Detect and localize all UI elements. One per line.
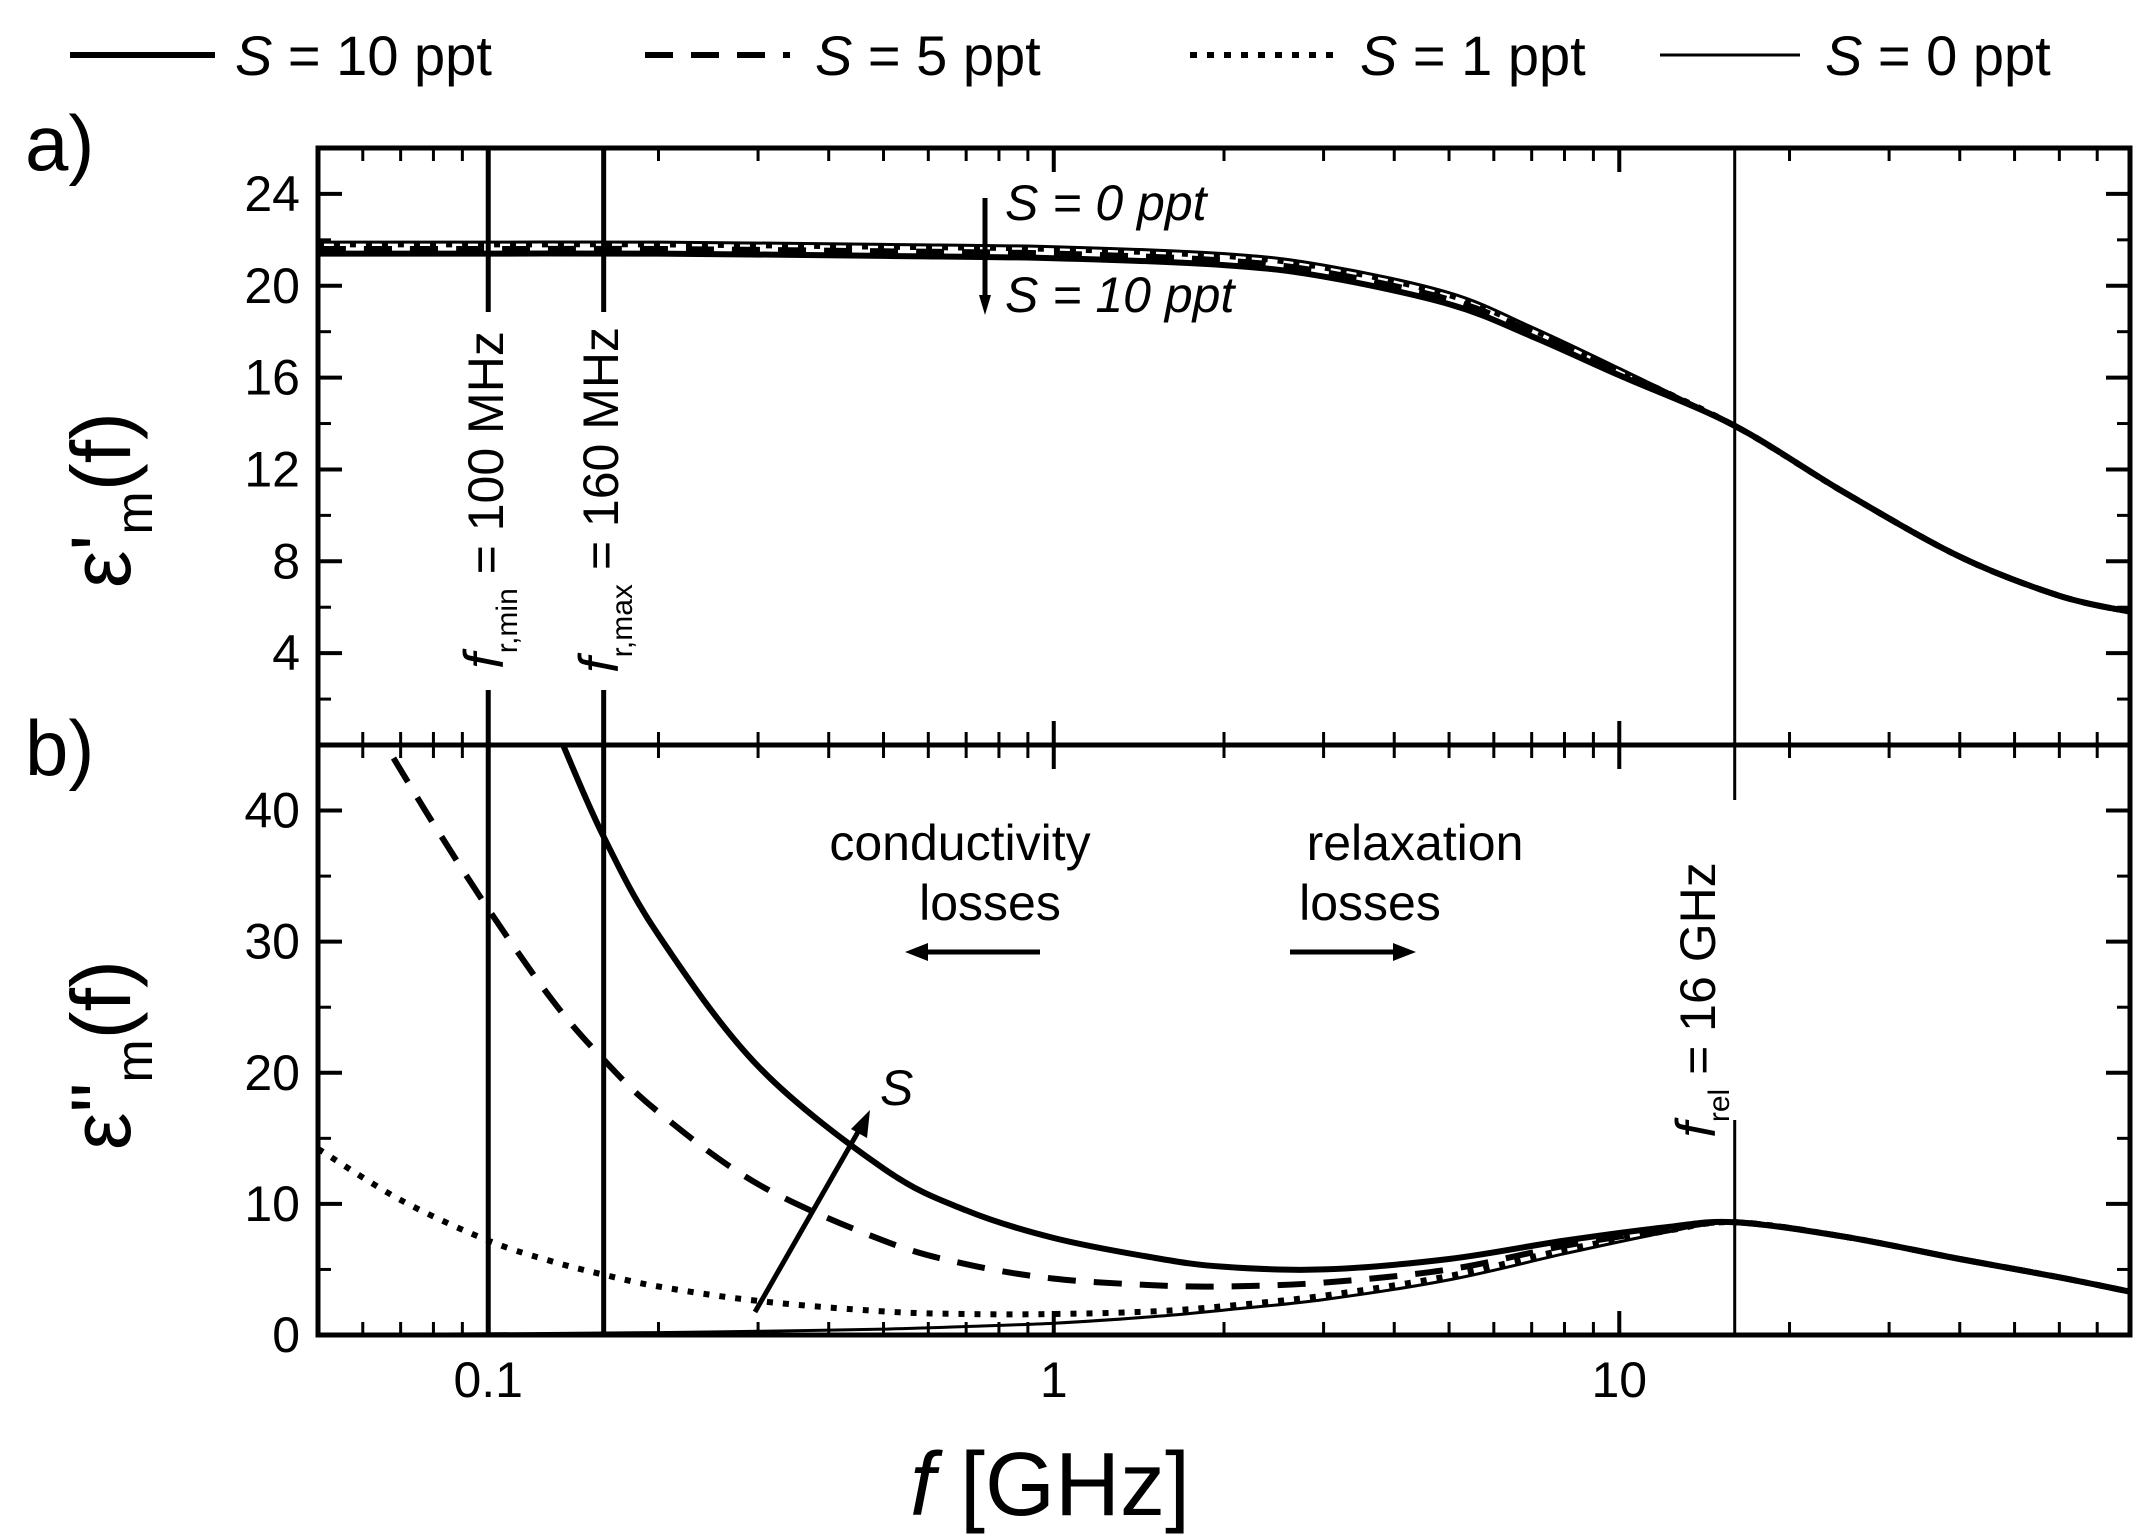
legend-item-s10: S = 10 ppt <box>70 24 492 87</box>
axes-frame <box>315 742 2133 1338</box>
legend-label: S = 0 ppt <box>1825 24 2051 87</box>
svg-text:frel = 16 GHz: frel = 16 GHz <box>1664 862 1736 1137</box>
y-tick-label: 8 <box>272 533 300 589</box>
svg-text:fr,min = 100 MHz: fr,min = 100 MHz <box>452 331 524 669</box>
series-line-dotted <box>318 1146 2130 1318</box>
y-tick-label: 4 <box>272 625 300 681</box>
series-line-thin <box>318 1220 2130 1335</box>
panel-a-label: a) <box>25 99 94 187</box>
panel-b-label: b) <box>25 704 94 792</box>
y-tick-label: 16 <box>244 350 300 406</box>
legend-label: S = 1 ppt <box>1360 24 1586 87</box>
svg-text:fr,max = 160 MHz: fr,max = 160 MHz <box>567 327 639 673</box>
fr-max-label: fr,max = 160 MHz <box>567 327 639 673</box>
legend-item-s1: S = 1 ppt <box>1190 24 1586 87</box>
svg-text:losses: losses <box>919 875 1061 931</box>
legend-label: S = 5 ppt <box>815 24 1041 87</box>
y-tick-label: 40 <box>244 783 300 839</box>
series-line-thin <box>318 240 2130 614</box>
x-tick-label: 10 <box>1591 1352 1647 1408</box>
y-tick-label: 20 <box>244 1045 300 1101</box>
x-tick-label: 0.1 <box>453 1352 523 1408</box>
y-tick-label: 0 <box>272 1307 300 1363</box>
panel-a-ylabel: ε'm(f) <box>54 412 164 588</box>
svg-text:ε"m(f): ε"m(f) <box>54 960 164 1150</box>
svg-text:ε'm(f): ε'm(f) <box>54 412 164 588</box>
y-tick-label: 20 <box>244 258 300 314</box>
svg-text:relaxation: relaxation <box>1307 815 1524 871</box>
y-tick-label: 10 <box>244 1176 300 1232</box>
y-tick-label: 24 <box>244 166 300 222</box>
legend-item-s0: S = 0 ppt <box>1660 24 2051 87</box>
y-tick-label: 12 <box>244 441 300 497</box>
relaxation-losses-note: relaxation losses <box>1290 815 1523 961</box>
panel-b-ylabel: ε"m(f) <box>54 960 164 1150</box>
fr-min-label: fr,min = 100 MHz <box>452 331 524 669</box>
conductivity-losses-note: conductivity losses <box>829 815 1091 961</box>
y-tick-label: 30 <box>244 914 300 970</box>
svg-text:S = 10 ppt: S = 10 ppt <box>1005 267 1236 323</box>
x-axis-title: f [GHz] <box>910 1435 1190 1535</box>
salinity-arrow-a: S = 0 ppt S = 10 ppt <box>979 175 1236 323</box>
svg-text:conductivity: conductivity <box>829 815 1090 871</box>
svg-text:S: S <box>880 1060 913 1116</box>
svg-text:losses: losses <box>1299 875 1441 931</box>
panel-a-plot: 4 8 12 16 20 24 <box>244 145 2133 748</box>
svg-text:S = 0 ppt: S = 0 ppt <box>1005 175 1209 231</box>
legend: S = 10 ppt S = 5 ppt S = 1 ppt S = 0 ppt <box>70 24 2051 87</box>
legend-item-s5: S = 5 ppt <box>645 24 1041 87</box>
frel-label: frel = 16 GHz <box>1664 862 1736 1137</box>
salinity-arrow-b: S <box>752 1060 913 1314</box>
series-line-dashed <box>390 756 2130 1295</box>
legend-label: S = 10 ppt <box>235 24 492 87</box>
panel-b-plot: 0 10 20 30 40 0.1 1 10 <box>244 742 2133 1408</box>
x-tick-label: 1 <box>1040 1352 1068 1408</box>
